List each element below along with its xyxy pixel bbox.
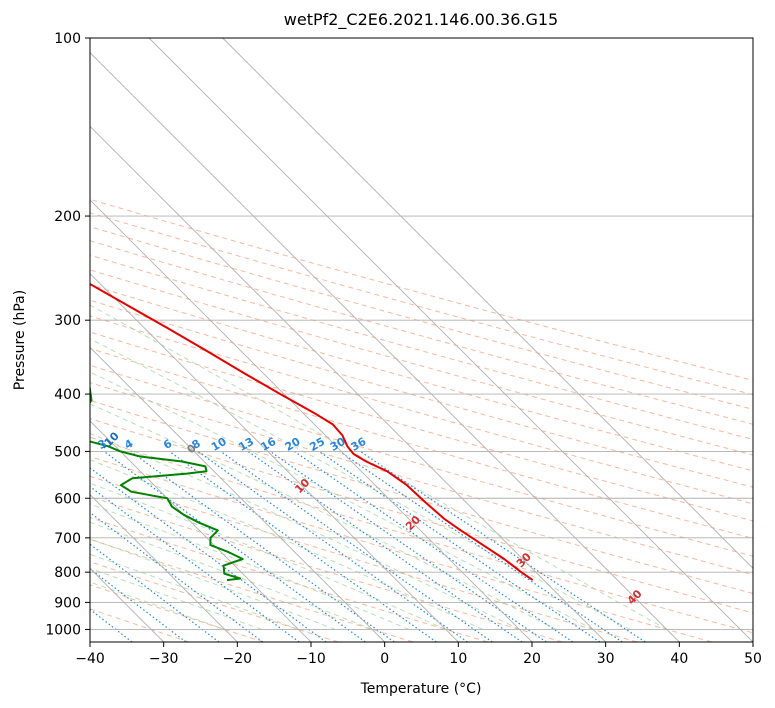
x-tick-label: −20 (223, 651, 253, 667)
x-tick-label: 30 (597, 651, 615, 667)
mixing-ratio-line (220, 450, 493, 642)
x-tick-label: 40 (670, 651, 688, 667)
isotherm-gridlines (90, 38, 753, 642)
dry-adiabat (90, 436, 753, 634)
dry-adiabats (90, 198, 753, 642)
x-axis-label: Temperature (°C) (360, 681, 482, 697)
mixing-ratio-line (90, 485, 300, 642)
x-tick-label: −40 (75, 651, 105, 667)
isotherm-line (90, 199, 533, 642)
mixing-ratio-line (90, 511, 264, 642)
mixing-ratio-line (90, 467, 327, 642)
y-axis-ticks: 100 200 300 400 500 600 700 800 900 1000 (45, 31, 90, 638)
dry-adiabat (90, 212, 753, 396)
y-tick-label: 800 (54, 565, 81, 581)
mixing-ratio-lines (90, 450, 646, 642)
x-axis-ticks: −40 −30 −20 −10 0 10 20 30 40 50 (75, 642, 762, 667)
mixing-ratio-line (339, 450, 623, 642)
dry-adiabat (90, 455, 712, 642)
y-tick-label: 100 (54, 31, 81, 47)
y-tick-label: 600 (54, 491, 81, 507)
x-tick-label: 50 (744, 651, 762, 667)
isotherm-line (90, 52, 680, 642)
dry-adiabat (90, 475, 638, 642)
isotherm-line (90, 494, 238, 642)
y-tick-label: 900 (54, 595, 81, 611)
plot-frame (89, 37, 754, 643)
dry-adiabat (90, 240, 753, 425)
plot-area: 0.10.20.40.611.52346810131620253036-100-… (90, 38, 753, 642)
y-tick-label: 700 (54, 531, 81, 547)
profile-series (90, 282, 534, 582)
y-tick-label: 500 (54, 444, 81, 460)
mixing-ratio-line (359, 450, 646, 642)
isotherm-line (90, 346, 385, 642)
moist-adiabat (90, 432, 520, 630)
y-tick-label: 200 (54, 209, 81, 225)
y-tick-label: 400 (54, 387, 81, 403)
x-tick-label: 10 (449, 651, 467, 667)
moist-adiabat (90, 459, 483, 630)
y-axis-label: Pressure (hPa) (12, 290, 28, 390)
dry-adiabat (90, 254, 753, 440)
moist-adiabat (90, 503, 410, 630)
moist-adiabat (90, 553, 299, 630)
isotherm-line (222, 38, 753, 569)
dry-adiabat (90, 299, 753, 488)
dry-adiabat (90, 315, 753, 505)
dry-adiabat (90, 198, 753, 381)
x-tick-label: −30 (149, 651, 179, 667)
mixing-ratio-line (90, 543, 220, 642)
x-tick-label: 20 (523, 651, 541, 667)
isobar-gridlines (90, 38, 753, 630)
moist-adiabat (90, 403, 557, 630)
y-tick-label: 300 (54, 313, 81, 329)
isotherm-line (90, 273, 459, 642)
isotherm-line (148, 38, 753, 642)
y-tick-label: 1000 (45, 622, 81, 638)
temperature-profile-line (90, 282, 534, 581)
x-tick-label: 0 (380, 651, 389, 667)
mixing-ratio-line (318, 450, 601, 642)
mixing-ratio-line (294, 450, 574, 642)
x-tick-label: −10 (296, 651, 326, 667)
mixing-ratio-line (169, 450, 437, 642)
isotherm-line (90, 125, 606, 642)
mixing-ratio-line (90, 568, 187, 642)
dewpoint-profile-line (90, 386, 244, 582)
chart-title: wetPf2_C2E6.2021.146.00.36.G15 (284, 10, 558, 30)
moist-adiabat (90, 304, 668, 630)
mixing-ratio-line (247, 450, 523, 642)
dry-adiabat (90, 364, 753, 557)
